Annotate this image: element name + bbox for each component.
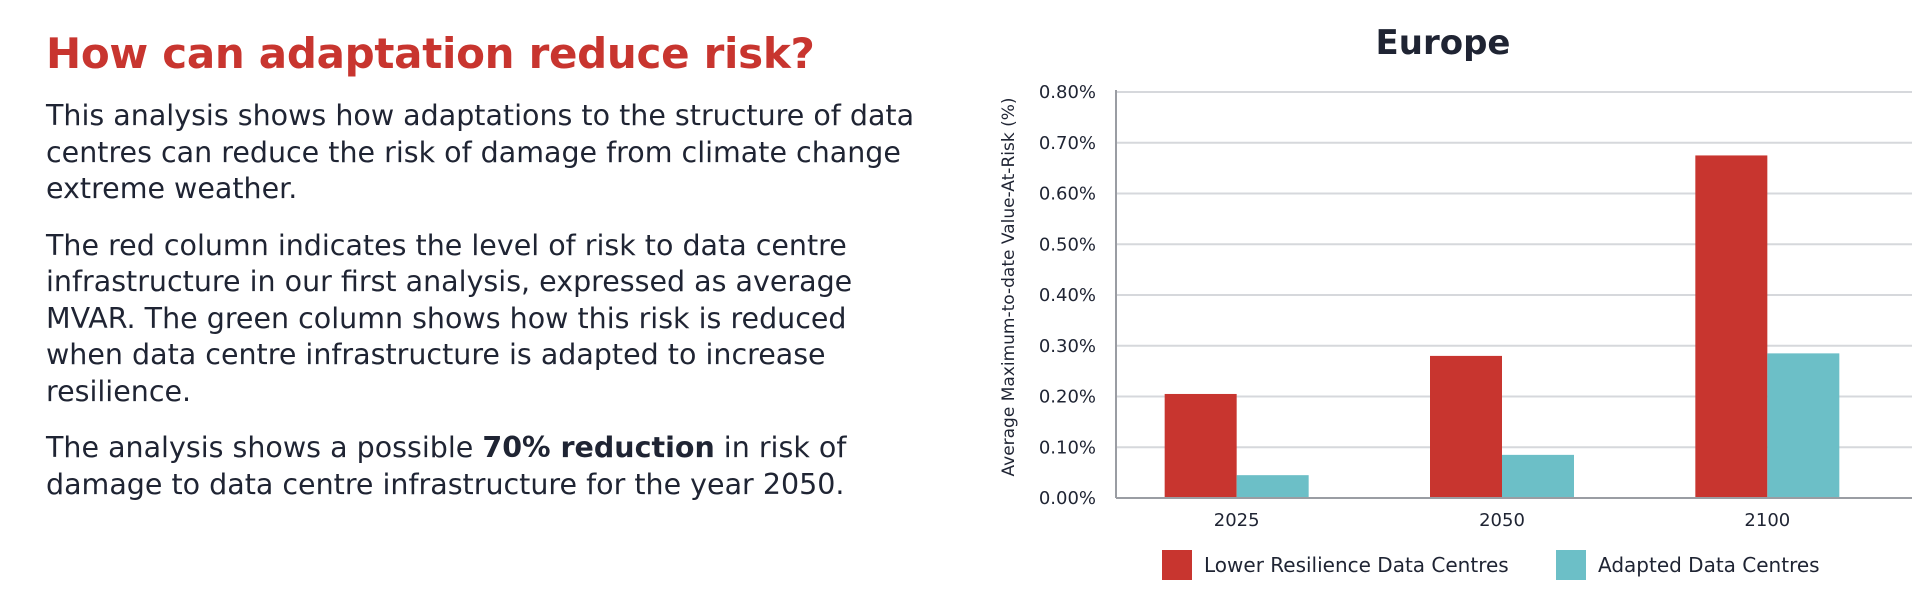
legend: Lower Resilience Data Centres Adapted Dat… [1162,550,1820,580]
bar-adapted-2025 [1236,475,1309,498]
legend-swatch [1162,550,1192,580]
legend-swatch [1556,550,1586,580]
page-heading: How can adaptation reduce risk? [46,29,815,78]
legend-label: Lower Resilience Data Centres [1204,553,1509,577]
y-axis-ticks: 0.00% 0.10% 0.20% 0.30% 0.40% 0.50% 0.60% 0.70%… [1039,82,1096,509]
y-tick-label: 0.80% [1039,82,1096,103]
grid-lines [1116,91,1912,449]
y-tick-label: 0.50% [1039,234,1096,255]
chart-title: Europe [1376,23,1511,63]
reduction-highlight: 70% reduction [482,431,715,464]
bar-lower-resilience-2025 [1164,393,1237,498]
intro-paragraph: This analysis shows how adaptations to t… [46,99,915,205]
y-tick-label: 0.30% [1039,336,1096,357]
chart-container: Europe Average Maximum-to-date Value-At-… [980,0,1920,605]
bar-adapted-2100 [1767,353,1840,498]
axes [1115,90,1912,499]
legend-item-adapted: Adapted Data Centres [1556,550,1820,580]
y-tick-label: 0.20% [1039,387,1096,408]
x-axis-ticks: 2025 2050 2100 [1214,510,1790,531]
legend-label: Adapted Data Centres [1598,553,1820,577]
conclusion-paragraph: The analysis shows a possible 70% reduct… [46,430,926,503]
bars [1164,155,1840,498]
y-tick-label: 0.00% [1039,488,1096,509]
x-tick-label: 2050 [1479,510,1525,531]
conclusion-text-start: The analysis shows a possible [46,431,483,464]
x-tick-label: 2025 [1214,510,1260,531]
bar-chart: Europe Average Maximum-to-date Value-At-… [999,23,1912,580]
bar-adapted-2050 [1502,454,1574,498]
y-tick-label: 0.60% [1039,184,1096,205]
legend-item-lower-resilience: Lower Resilience Data Centres [1162,550,1509,580]
bar-lower-resilience-2100 [1695,155,1768,498]
y-tick-label: 0.40% [1039,285,1096,306]
conclusion-text-end: in risk of damage to data centre infrast… [46,431,847,501]
x-tick-label: 2100 [1744,510,1790,531]
explanation-paragraph: The red column indicates the level of ri… [46,228,853,408]
y-axis-label: Average Maximum-to-date Value-At-Risk (%… [999,98,1019,477]
y-tick-label: 0.70% [1039,133,1096,154]
y-tick-label: 0.10% [1039,437,1096,458]
text-panel: How can adaptation reduce risk? This ana… [46,26,926,523]
bar-lower-resilience-2050 [1430,355,1502,498]
